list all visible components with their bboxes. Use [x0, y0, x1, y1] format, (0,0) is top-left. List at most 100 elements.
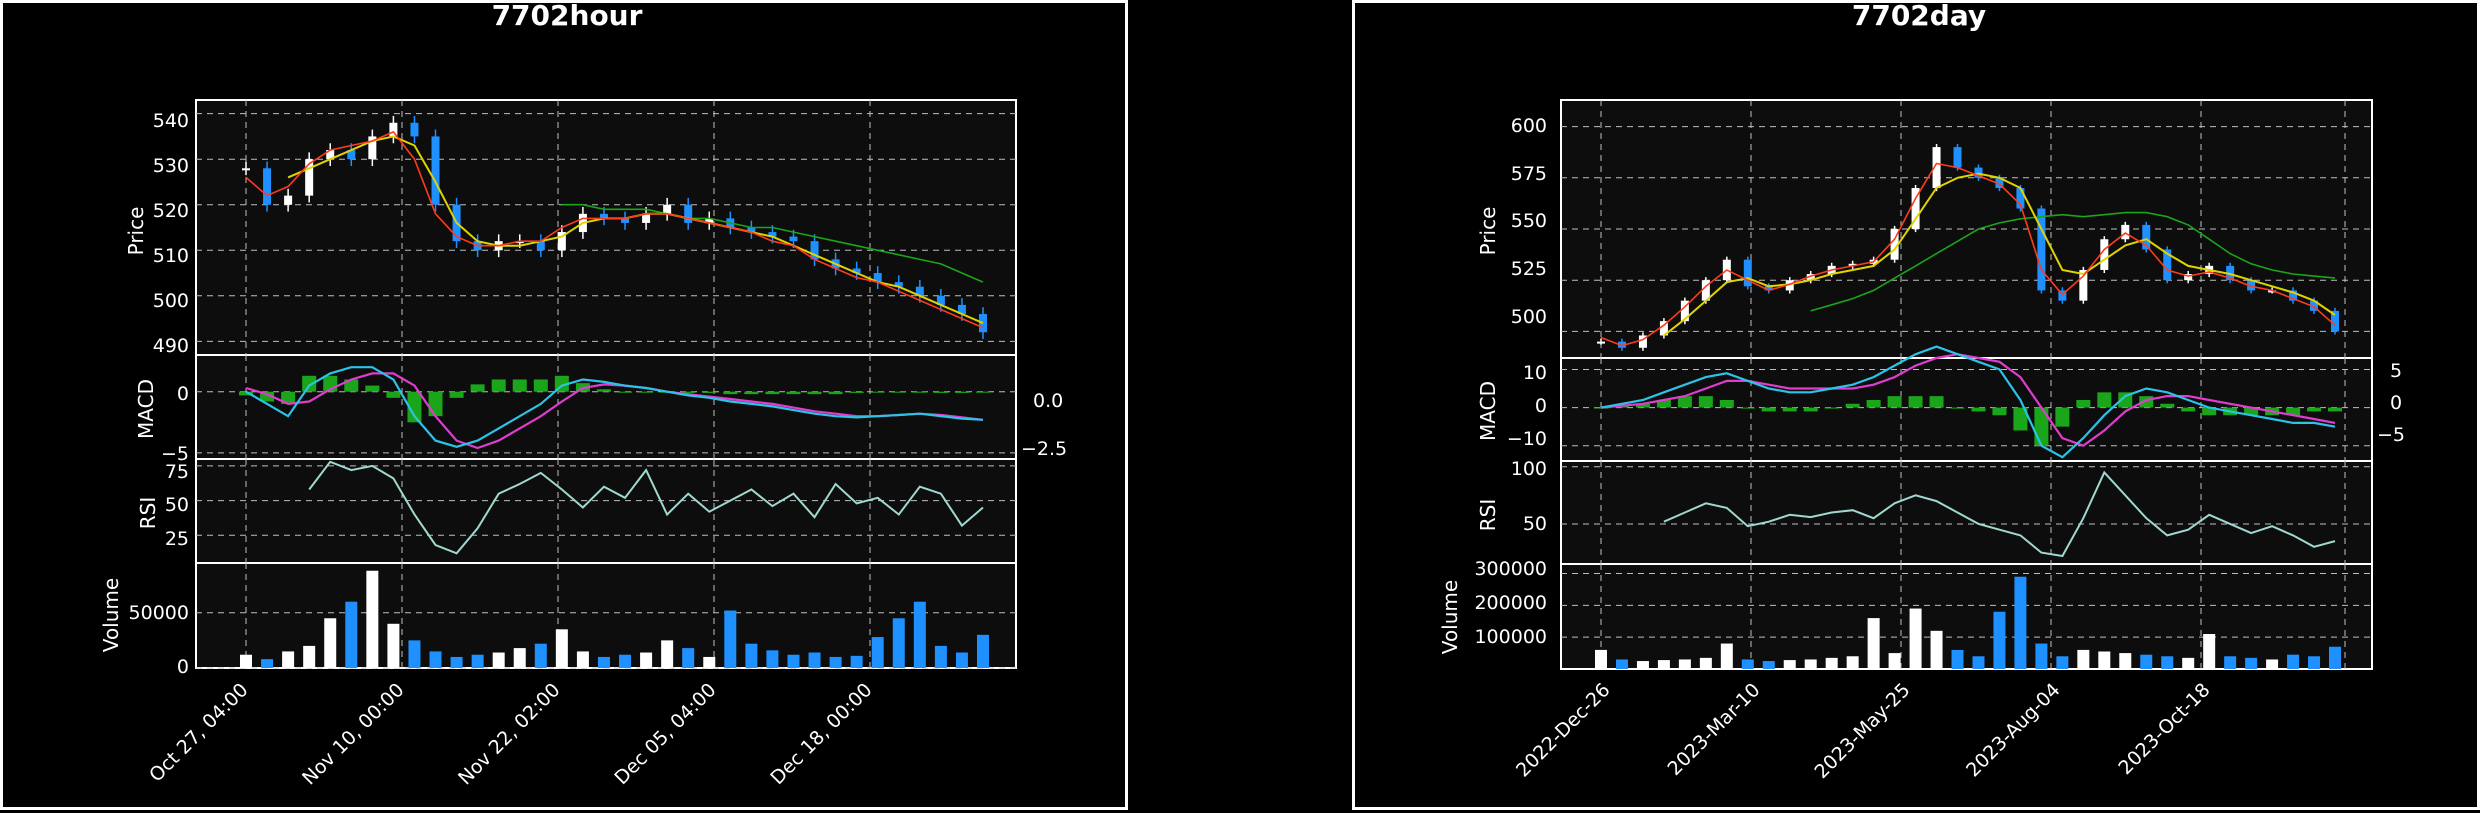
candle-body: [1932, 147, 1941, 189]
rsi-ylabel: RSI: [1476, 499, 1500, 532]
macd-panel: [195, 354, 1017, 460]
rsi-ylabel: RSI: [136, 497, 160, 530]
macd-left-tick: 0: [1535, 395, 1547, 417]
volume-bar: [1846, 656, 1859, 669]
candle-body: [747, 227, 756, 233]
volume-bar: [1636, 661, 1649, 669]
volume-bar: [892, 618, 905, 668]
hourly-plot-layer: [196, 100, 1016, 669]
volume-panel: [1560, 563, 2373, 670]
volume-bar: [1783, 660, 1796, 669]
macd-histogram-bar: [365, 385, 380, 392]
volume-bar: [324, 618, 337, 668]
macd-ylabel: MACD: [1476, 381, 1500, 441]
x-tick-label: 2023-Aug-04: [1962, 679, 2064, 781]
macd-histogram-bar: [596, 389, 611, 392]
macd-histogram-bar: [2328, 407, 2342, 412]
candle-body: [599, 213, 608, 219]
volume-bar: [471, 654, 484, 668]
macd-histogram-bar: [954, 391, 969, 393]
macd-histogram-bar: [891, 391, 906, 393]
volume-bar: [345, 601, 358, 668]
macd-histogram-bar: [2286, 407, 2301, 416]
macd-histogram-bar: [302, 375, 317, 392]
candle-body: [705, 218, 714, 223]
candle-body: [2310, 300, 2319, 311]
figure-title: 7702hour: [492, 3, 643, 32]
volume-bar: [829, 656, 842, 668]
ma-short-line: [1600, 162, 2336, 347]
macd-histogram-bar: [1698, 396, 1713, 408]
x-tick-label: 2023-Oct-18: [2114, 679, 2214, 779]
candle-body: [2016, 188, 2025, 209]
candle-body: [515, 241, 524, 244]
macd-histogram-bar: [260, 391, 275, 402]
volume-bar: [303, 645, 316, 668]
rsi-tick: 25: [165, 528, 189, 550]
macd-histogram-bar: [1887, 396, 1902, 408]
candle-body: [263, 168, 272, 205]
daily-plot-layer: [1561, 100, 2372, 669]
macd-histogram-bar: [933, 391, 948, 393]
candle-body: [768, 232, 777, 237]
macd-histogram-bar: [828, 391, 843, 395]
volume-bar: [1993, 611, 2006, 669]
hourly-chart-figure: 7702hour Price MACD RSI Volume 540 530 5…: [0, 0, 1128, 810]
volume-bar: [1825, 657, 1838, 669]
macd-histogram-bar: [1929, 396, 1944, 408]
macd-histogram-bar: [491, 379, 506, 392]
volume-bar: [492, 652, 505, 668]
candle-body: [663, 204, 672, 214]
volume-bar: [576, 651, 589, 668]
volume-bar: [261, 659, 274, 668]
macd-ylabel: MACD: [134, 379, 158, 439]
candle-body: [684, 204, 693, 223]
rsi-tick: 50: [1523, 513, 1547, 535]
macd-histogram-bar: [2013, 407, 2028, 431]
volume-bar: [1699, 657, 1712, 669]
candle-body: [1953, 147, 1962, 168]
volume-bar: [724, 610, 737, 668]
volume-bar: [640, 652, 653, 668]
macd-histogram-bar: [2139, 396, 2154, 408]
candle-body: [2037, 208, 2046, 291]
macd-histogram-bar: [765, 391, 780, 395]
macd-right-tick: 0.0: [1033, 390, 1063, 412]
candle-body: [1617, 341, 1626, 348]
volume-bar: [2035, 643, 2048, 669]
volume-bar: [2077, 649, 2090, 669]
price-ylabel: Price: [124, 207, 148, 256]
macd-histogram-bar: [1677, 396, 1692, 408]
x-tick-label: Dec 05, 04:00: [610, 679, 720, 789]
price-tick: 525: [1511, 258, 1547, 280]
macd-left-tick: −10: [1507, 428, 1547, 450]
candle-body: [2121, 224, 2130, 240]
macd-histogram-bar: [428, 391, 443, 417]
x-tick-label: Nov 10, 00:00: [298, 679, 408, 789]
macd-histogram-bar: [1950, 407, 1965, 409]
volume-bar: [2014, 576, 2027, 669]
candle-body: [621, 218, 630, 223]
macd-histogram-bar: [870, 391, 885, 393]
rsi-panel: [1560, 460, 2373, 565]
macd-right-tick: −5: [2377, 424, 2405, 446]
volume-bar: [1909, 608, 1922, 669]
volume-bar: [661, 640, 674, 668]
volume-bar: [2329, 646, 2341, 669]
candle-body: [389, 122, 398, 137]
macd-histogram-bar: [786, 391, 801, 395]
candle-body: [810, 241, 819, 260]
volume-bar: [787, 654, 800, 668]
volume-tick: 300000: [1474, 558, 1547, 580]
volume-bar: [366, 570, 379, 668]
daily-chart-svg: 7702day Price MACD RSI Volume 600 575 55…: [1438, 3, 2405, 783]
volume-bar: [240, 654, 252, 668]
volume-bar: [2266, 659, 2279, 669]
price-tick: 490: [153, 335, 189, 357]
candle-body: [1764, 286, 1773, 291]
candle-body: [1638, 335, 1647, 348]
volume-tick: 100000: [1474, 626, 1547, 648]
volume-tick: 0: [177, 656, 189, 678]
candle-body: [1701, 280, 1710, 301]
volume-bar: [1595, 649, 1607, 669]
